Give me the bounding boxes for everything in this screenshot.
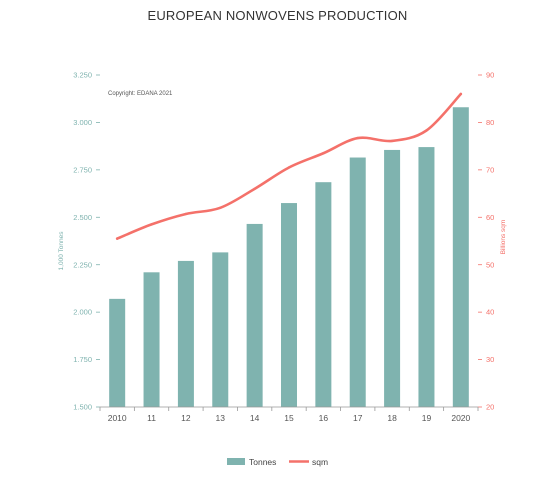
x-tick-label: 15 (284, 413, 294, 423)
legend-swatch-tonnes (227, 458, 245, 465)
left-axis-title: 1,000 Tonnes (58, 231, 65, 271)
chart-title: EUROPEAN NONWOVENS PRODUCTION (147, 8, 408, 23)
bar-14 (246, 223, 263, 407)
right-tick-label: 70 (486, 165, 494, 174)
x-axis: 2010 11 12 13 14 15 16 17 18 19 2020 (99, 406, 479, 423)
left-tick-label: 1.500 (73, 403, 92, 412)
left-tick-label: 2.250 (73, 260, 92, 269)
bar-17 (349, 157, 366, 407)
line-point-15 (287, 166, 291, 169)
line-point-13 (219, 206, 222, 209)
left-axis: 1.500 1.750 2.000 2.250 2.500 2.750 3.000 3.250 (73, 71, 100, 412)
line-point-17 (356, 136, 359, 140)
bar-2010 (109, 298, 126, 407)
line-point-19 (425, 129, 428, 132)
legend-label-sqm: sqm (312, 457, 328, 467)
bar-16 (315, 182, 332, 407)
x-tick-label: 14 (250, 413, 260, 423)
x-tick-label: 2010 (108, 413, 127, 423)
left-tick-label: 3.250 (73, 71, 92, 80)
x-tick-label: 17 (353, 413, 363, 423)
x-tick-label: 19 (422, 413, 432, 423)
bar-series-tonnes (109, 107, 469, 408)
line-point-2020 (459, 92, 463, 96)
bar-11 (143, 272, 160, 407)
bar-15 (281, 203, 297, 407)
x-tick-label: 2020 (451, 413, 470, 423)
line-point-14 (253, 187, 256, 191)
right-tick-label: 40 (486, 308, 494, 317)
bar-2020 (452, 107, 469, 407)
legend: Tonnes sqm (227, 457, 328, 467)
right-tick-label: 80 (486, 118, 494, 127)
copyright-annotation: Copyright: EDANA 2021 (108, 91, 173, 97)
x-tick-label: 12 (181, 413, 191, 423)
left-tick-label: 3.000 (73, 118, 92, 127)
line-point-16 (322, 152, 325, 155)
right-tick-label: 50 (486, 260, 494, 269)
bar-19 (418, 147, 435, 407)
bar-13 (212, 252, 229, 407)
line-point-11 (150, 223, 153, 226)
line-point-12 (184, 212, 188, 216)
line-series-sqm (115, 92, 463, 240)
right-tick-label: 60 (486, 213, 494, 222)
x-tick-label: 11 (147, 413, 156, 423)
right-tick-label: 90 (486, 71, 494, 80)
line-point-18 (390, 139, 394, 143)
x-tick-label: 18 (387, 413, 397, 423)
line-point-2010 (115, 237, 119, 240)
bar-12 (177, 260, 194, 407)
right-tick-label: 20 (486, 403, 494, 412)
left-tick-label: 2.000 (73, 308, 92, 317)
right-axis: 20 30 40 50 60 70 80 90 (478, 71, 494, 412)
x-tick-label: 16 (319, 413, 329, 423)
right-axis-title: Billions sqm (500, 220, 507, 255)
legend-label-tonnes: Tonnes (249, 457, 276, 467)
left-tick-label: 2.500 (73, 213, 92, 222)
x-tick-label: 13 (216, 413, 226, 423)
bar-18 (384, 149, 401, 408)
left-tick-label: 1.750 (73, 355, 92, 364)
right-tick-label: 30 (486, 355, 494, 364)
left-tick-label: 2.750 (73, 165, 92, 174)
